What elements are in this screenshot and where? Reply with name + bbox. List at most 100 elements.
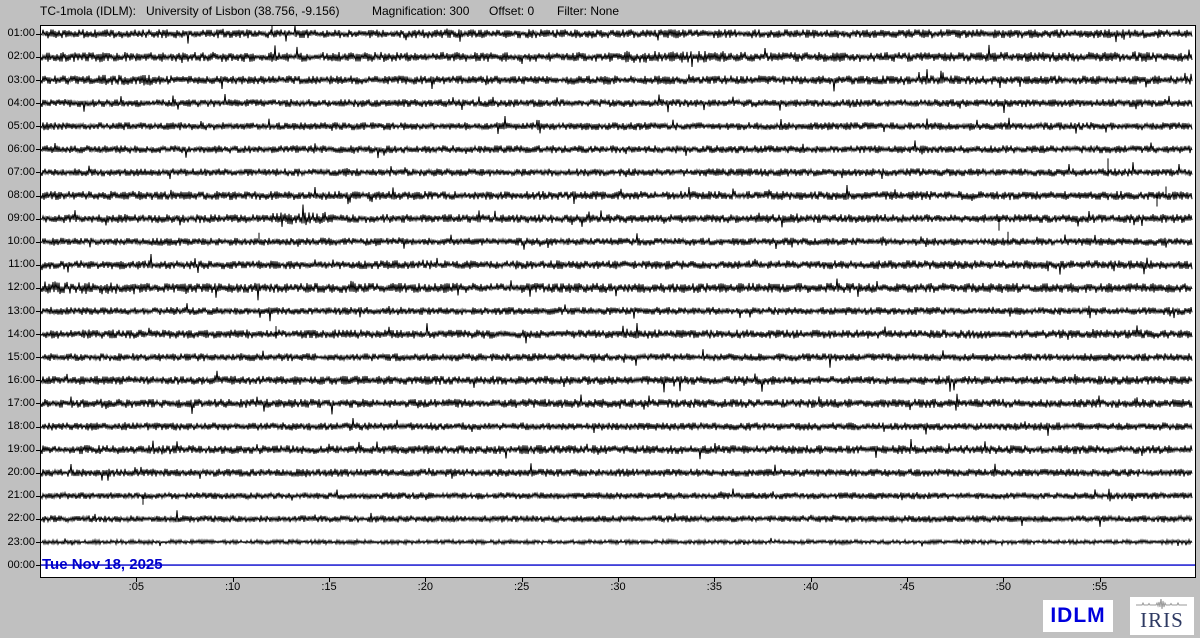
hour-label-00:00: 00:00	[7, 558, 35, 571]
location-label: University of Lisbon (38.756, -9.156)	[146, 4, 340, 18]
seismic-trace-11:00	[41, 253, 1193, 275]
hour-label-18:00: 18:00	[7, 420, 35, 432]
minute-tick	[425, 578, 427, 582]
minute-tick	[329, 578, 330, 582]
hour-tick	[36, 33, 40, 35]
seismic-trace-08:00	[41, 184, 1193, 207]
minute-label-:30: :30	[610, 581, 626, 593]
hour-label-02:00: 02:00	[7, 50, 35, 63]
hour-label-05:00: 05:00	[7, 119, 35, 132]
minute-label-:40: :40	[803, 581, 819, 593]
hour-tick	[36, 311, 40, 312]
minute-tick	[618, 578, 619, 582]
seismic-traces	[41, 26, 1195, 566]
minute-tick	[232, 578, 234, 582]
minute-tick	[136, 578, 138, 582]
minute-label-:35: :35	[706, 581, 722, 593]
minute-label-:20: :20	[417, 581, 433, 593]
minute-label-:25: :25	[514, 581, 530, 593]
hour-tick	[36, 449, 40, 451]
hour-tick	[36, 380, 40, 382]
hour-tick	[36, 126, 40, 128]
seismic-trace-12:00	[41, 278, 1193, 301]
iris-seismogram-icon	[1136, 599, 1187, 610]
hour-tick	[36, 149, 40, 151]
hour-label-08:00: 08:00	[7, 189, 35, 201]
hour-label-21:00: 21:00	[7, 489, 35, 502]
seismic-trace-18:00	[41, 417, 1193, 436]
seismic-trace-17:00	[41, 393, 1193, 415]
seismic-trace-21:00	[41, 488, 1193, 505]
seismic-trace-10:00	[41, 231, 1193, 250]
seismic-trace-01:00	[41, 26, 1193, 44]
minute-tick	[907, 578, 908, 582]
seismic-trace-04:00	[41, 93, 1193, 114]
hour-tick	[36, 495, 40, 497]
seismic-trace-20:00	[41, 463, 1193, 481]
hour-tick	[36, 565, 40, 567]
hour-label-01:00: 01:00	[7, 27, 35, 40]
hour-label-12:00: 12:00	[7, 281, 35, 294]
minute-label-:15: :15	[321, 581, 337, 593]
minute-tick	[521, 578, 523, 582]
seismic-trace-22:00	[41, 510, 1193, 527]
hour-tick	[36, 103, 40, 105]
seismic-trace-15:00	[41, 349, 1193, 368]
hour-label-03:00: 03:00	[7, 73, 35, 86]
hour-label-17:00: 17:00	[7, 396, 35, 409]
seismic-trace-02:00	[41, 44, 1193, 68]
hour-label-09:00: 09:00	[7, 212, 35, 225]
minute-label-:05: :05	[128, 581, 144, 593]
filter-label: Filter: None	[557, 4, 620, 18]
station-label: TC-1mola (IDLM):	[40, 4, 137, 18]
hour-tick	[36, 218, 40, 220]
date-boundary-label: Tue Nov 18, 2025	[42, 556, 163, 573]
hour-label-10:00: 10:00	[7, 235, 35, 248]
seismic-trace-19:00	[41, 438, 1193, 460]
seismic-trace-16:00	[41, 370, 1193, 393]
hour-tick	[36, 472, 40, 474]
hour-tick	[36, 195, 40, 197]
helicorder-plot[interactable]	[40, 25, 1196, 578]
hour-tick	[36, 287, 40, 289]
hour-label-14:00: 14:00	[7, 327, 35, 340]
seismic-trace-13:00	[41, 303, 1193, 322]
hour-tick	[36, 426, 40, 428]
minute-tick	[810, 578, 812, 582]
hour-label-04:00: 04:00	[7, 96, 35, 109]
minute-label-:45: :45	[899, 581, 915, 593]
minute-label-:55: :55	[1092, 581, 1108, 593]
seismic-trace-07:00	[41, 158, 1193, 180]
hour-tick	[36, 241, 40, 243]
hour-label-23:00: 23:00	[7, 535, 35, 548]
hour-label-11:00: 11:00	[8, 258, 35, 271]
hour-label-06:00: 06:00	[7, 142, 35, 155]
minute-label-:10: :10	[225, 581, 241, 593]
hour-tick	[36, 264, 40, 266]
hour-tick	[36, 56, 40, 58]
seismic-trace-09:00	[41, 204, 1193, 231]
hour-tick	[36, 403, 40, 405]
seismic-trace-03:00	[41, 69, 1193, 92]
iris-logo-text: IRIS	[1140, 608, 1184, 632]
hour-label-15:00: 15:00	[7, 350, 35, 363]
seismic-trace-06:00	[41, 140, 1193, 159]
hour-tick	[36, 334, 40, 336]
minute-tick	[1003, 578, 1005, 582]
hour-tick	[36, 172, 40, 174]
header-bar: TC-1mola (IDLM): University of Lisbon (3…	[0, 0, 1200, 24]
iris-logo-button[interactable]: IRIS	[1130, 597, 1194, 635]
hour-label-07:00: 07:00	[7, 165, 35, 178]
hour-tick	[36, 542, 40, 543]
minute-tick	[1099, 578, 1101, 582]
idlm-logo-button[interactable]: IDLM	[1043, 600, 1113, 632]
hour-label-16:00: 16:00	[7, 373, 35, 386]
minute-label-:50: :50	[995, 581, 1011, 593]
idlm-logo-text: IDLM	[1050, 604, 1106, 627]
seismic-trace-14:00	[41, 322, 1193, 344]
minute-tick	[714, 578, 716, 582]
magnification-label: Magnification: 300	[372, 4, 470, 18]
hour-tick	[36, 80, 40, 81]
seismic-trace-23:00	[41, 537, 1193, 547]
hour-label-22:00: 22:00	[7, 512, 35, 525]
